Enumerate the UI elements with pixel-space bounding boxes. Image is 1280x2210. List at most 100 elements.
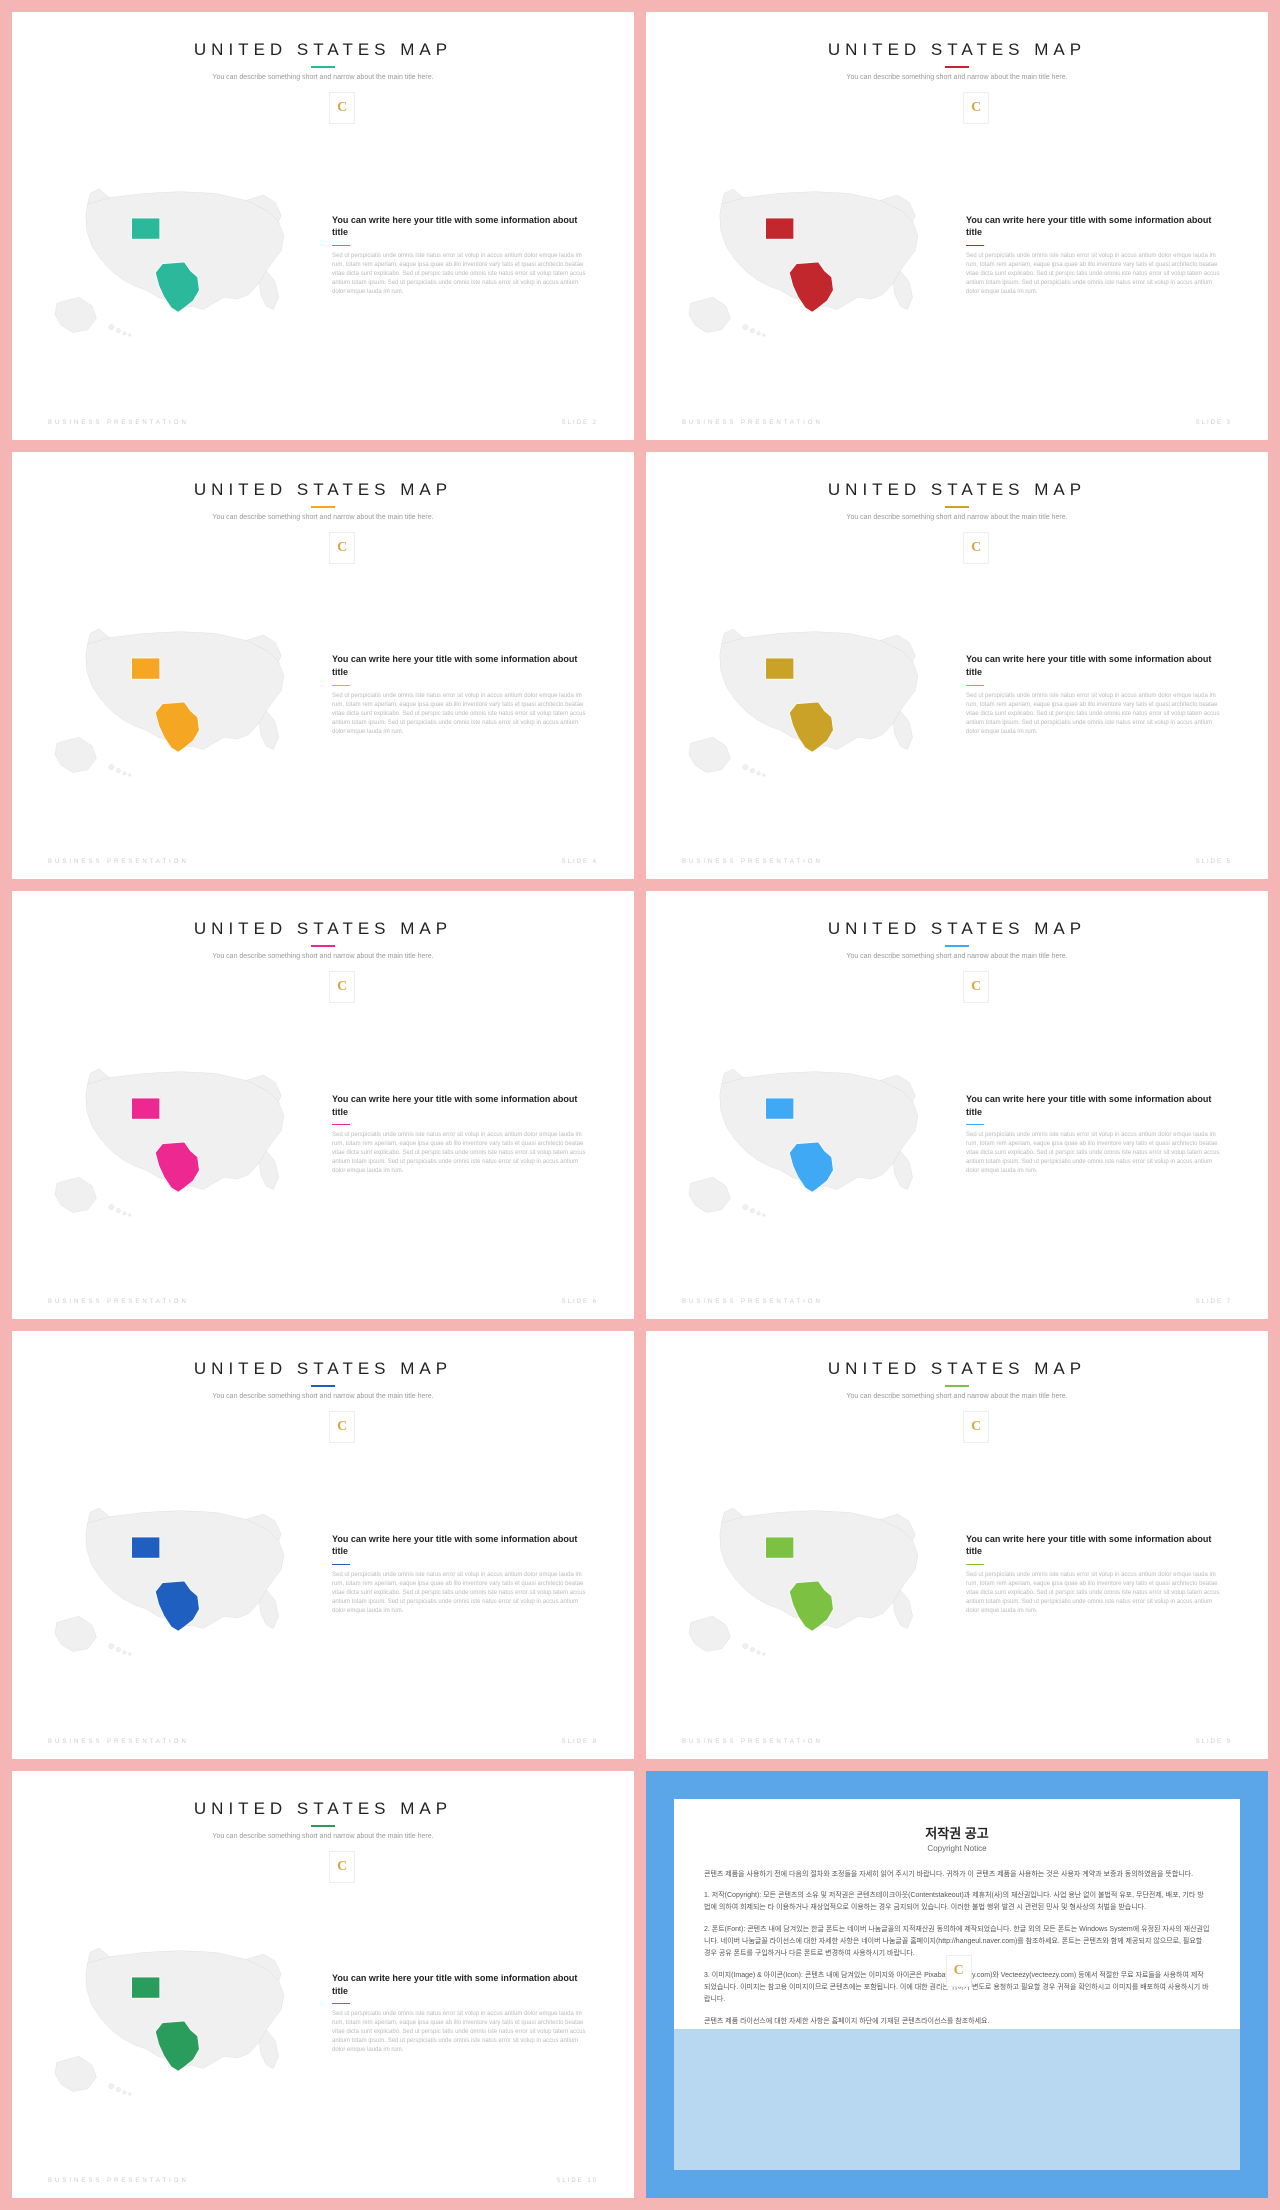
- map-area: [682, 1045, 946, 1225]
- title-underline: [311, 1385, 335, 1387]
- slide-title: UNITED STATES MAP: [48, 919, 598, 939]
- logo-badge: C: [963, 1411, 989, 1443]
- text-area: You can write here your title with some …: [332, 1533, 598, 1616]
- text-body: Sed ut perspiciatis unde omnis iste natu…: [966, 692, 1222, 737]
- text-underline: [966, 1124, 984, 1125]
- map-area: [48, 1045, 312, 1225]
- slide-body: You can write here your title with some …: [682, 539, 1232, 852]
- copyright-content: 저작권 공고 Copyright Notice 콘텐츠 제품을 사용하기 전에 …: [704, 1823, 1210, 2028]
- text-title: You can write here your title with some …: [332, 1093, 588, 1118]
- footer-right: SLIDE 5: [1196, 859, 1232, 865]
- slide: UNITED STATES MAP You can describe somet…: [12, 1331, 634, 1759]
- logo-badge: C: [963, 532, 989, 564]
- text-area: You can write here your title with some …: [332, 214, 598, 297]
- title-underline: [311, 945, 335, 947]
- slide-body: You can write here your title with some …: [682, 978, 1232, 1291]
- slide: UNITED STATES MAP You can describe somet…: [646, 452, 1268, 880]
- map-area: [48, 605, 312, 785]
- title-underline: [311, 506, 335, 508]
- footer-right: SLIDE 8: [562, 1739, 598, 1745]
- slide-subtitle: You can describe something short and nar…: [48, 514, 598, 521]
- slide-header: UNITED STATES MAP You can describe somet…: [48, 40, 598, 81]
- map-area: [682, 1484, 946, 1664]
- footer-left: BUSINESS PRESENTATION: [48, 859, 189, 865]
- slide-subtitle: You can describe something short and nar…: [48, 953, 598, 960]
- title-underline: [311, 66, 335, 68]
- text-title: You can write here your title with some …: [966, 1093, 1222, 1118]
- copyright-inner: 저작권 공고 Copyright Notice 콘텐츠 제품을 사용하기 전에 …: [674, 1799, 1240, 2171]
- text-body: Sed ut perspiciatis unde omnis iste natu…: [332, 2010, 588, 2055]
- slide: UNITED STATES MAP You can describe somet…: [646, 12, 1268, 440]
- text-underline: [332, 2003, 350, 2004]
- title-underline: [945, 945, 969, 947]
- map-area: [48, 1484, 312, 1664]
- slide-title: UNITED STATES MAP: [48, 40, 598, 60]
- slide: UNITED STATES MAP You can describe somet…: [12, 891, 634, 1319]
- map-area: [48, 165, 312, 345]
- text-title: You can write here your title with some …: [332, 1533, 588, 1558]
- text-body: Sed ut perspiciatis unde omnis iste natu…: [332, 692, 588, 737]
- text-body: Sed ut perspiciatis unde omnis iste natu…: [332, 252, 588, 297]
- text-underline: [966, 1564, 984, 1565]
- text-underline: [966, 245, 984, 246]
- slide-body: You can write here your title with some …: [48, 539, 598, 852]
- footer-left: BUSINESS PRESENTATION: [682, 859, 823, 865]
- copyright-title: 저작권 공고: [704, 1823, 1210, 1842]
- text-underline: [332, 1564, 350, 1565]
- copyright-slide: 저작권 공고 Copyright Notice 콘텐츠 제품을 사용하기 전에 …: [646, 1771, 1268, 2199]
- logo-badge: C: [329, 1851, 355, 1883]
- slide-subtitle: You can describe something short and nar…: [48, 74, 598, 81]
- slide-body: You can write here your title with some …: [682, 1418, 1232, 1731]
- map-area: [682, 605, 946, 785]
- footer-right: SLIDE 6: [562, 1299, 598, 1305]
- slide-header: UNITED STATES MAP You can describe somet…: [682, 919, 1232, 960]
- slide-title: UNITED STATES MAP: [682, 1359, 1232, 1379]
- slide: UNITED STATES MAP You can describe somet…: [12, 1771, 634, 2199]
- text-body: Sed ut perspiciatis unde omnis iste natu…: [332, 1131, 588, 1176]
- slide: UNITED STATES MAP You can describe somet…: [646, 891, 1268, 1319]
- text-area: You can write here your title with some …: [332, 1972, 598, 2055]
- slide-body: You can write here your title with some …: [48, 1858, 598, 2171]
- copyright-p2: 1. 저작(Copyright): 모든 콘텐츠의 소유 및 저작권은 콘텐츠테…: [704, 1890, 1210, 1914]
- footer-right: SLIDE 7: [1196, 1299, 1232, 1305]
- slide: UNITED STATES MAP You can describe somet…: [12, 452, 634, 880]
- slide-subtitle: You can describe something short and nar…: [682, 74, 1232, 81]
- slide-body: You can write here your title with some …: [48, 978, 598, 1291]
- text-area: You can write here your title with some …: [966, 1093, 1232, 1176]
- text-area: You can write here your title with some …: [966, 1533, 1232, 1616]
- slide-header: UNITED STATES MAP You can describe somet…: [682, 40, 1232, 81]
- slide-title: UNITED STATES MAP: [48, 1799, 598, 1819]
- text-underline: [966, 685, 984, 686]
- slide-title: UNITED STATES MAP: [48, 480, 598, 500]
- copyright-sub: Copyright Notice: [704, 1844, 1210, 1853]
- slide-body: You can write here your title with some …: [48, 99, 598, 412]
- logo-badge: C: [963, 971, 989, 1003]
- logo-badge: C: [329, 92, 355, 124]
- footer-left: BUSINESS PRESENTATION: [48, 1739, 189, 1745]
- footer-left: BUSINESS PRESENTATION: [682, 1299, 823, 1305]
- footer-left: BUSINESS PRESENTATION: [48, 420, 189, 426]
- text-area: You can write here your title with some …: [332, 653, 598, 736]
- logo-badge: C: [329, 1411, 355, 1443]
- text-title: You can write here your title with some …: [966, 1533, 1222, 1558]
- logo-badge: C: [329, 971, 355, 1003]
- text-body: Sed ut perspiciatis unde omnis iste natu…: [966, 1131, 1222, 1176]
- slide-title: UNITED STATES MAP: [682, 480, 1232, 500]
- footer-right: SLIDE 4: [562, 859, 598, 865]
- slide-header: UNITED STATES MAP You can describe somet…: [682, 480, 1232, 521]
- text-title: You can write here your title with some …: [332, 214, 588, 239]
- footer-left: BUSINESS PRESENTATION: [682, 1739, 823, 1745]
- copyright-p1: 콘텐츠 제품을 사용하기 전에 다음의 절차와 조정들을 자세히 읽어 주시기 …: [704, 1869, 1210, 1881]
- slide-subtitle: You can describe something short and nar…: [682, 514, 1232, 521]
- footer-right: SLIDE 10: [556, 2178, 598, 2184]
- slide-header: UNITED STATES MAP You can describe somet…: [48, 480, 598, 521]
- title-underline: [945, 506, 969, 508]
- copyright-p5: 콘텐츠 제품 라이선스에 대한 자세한 사항은 홈페이지 하단에 기재된 콘텐츠…: [704, 2016, 1210, 2028]
- footer-left: BUSINESS PRESENTATION: [48, 2178, 189, 2184]
- text-body: Sed ut perspiciatis unde omnis iste natu…: [966, 1571, 1222, 1616]
- text-title: You can write here your title with some …: [966, 214, 1222, 239]
- slide-title: UNITED STATES MAP: [48, 1359, 598, 1379]
- slide-header: UNITED STATES MAP You can describe somet…: [48, 1799, 598, 1840]
- footer-right: SLIDE 9: [1196, 1739, 1232, 1745]
- slide-body: You can write here your title with some …: [682, 99, 1232, 412]
